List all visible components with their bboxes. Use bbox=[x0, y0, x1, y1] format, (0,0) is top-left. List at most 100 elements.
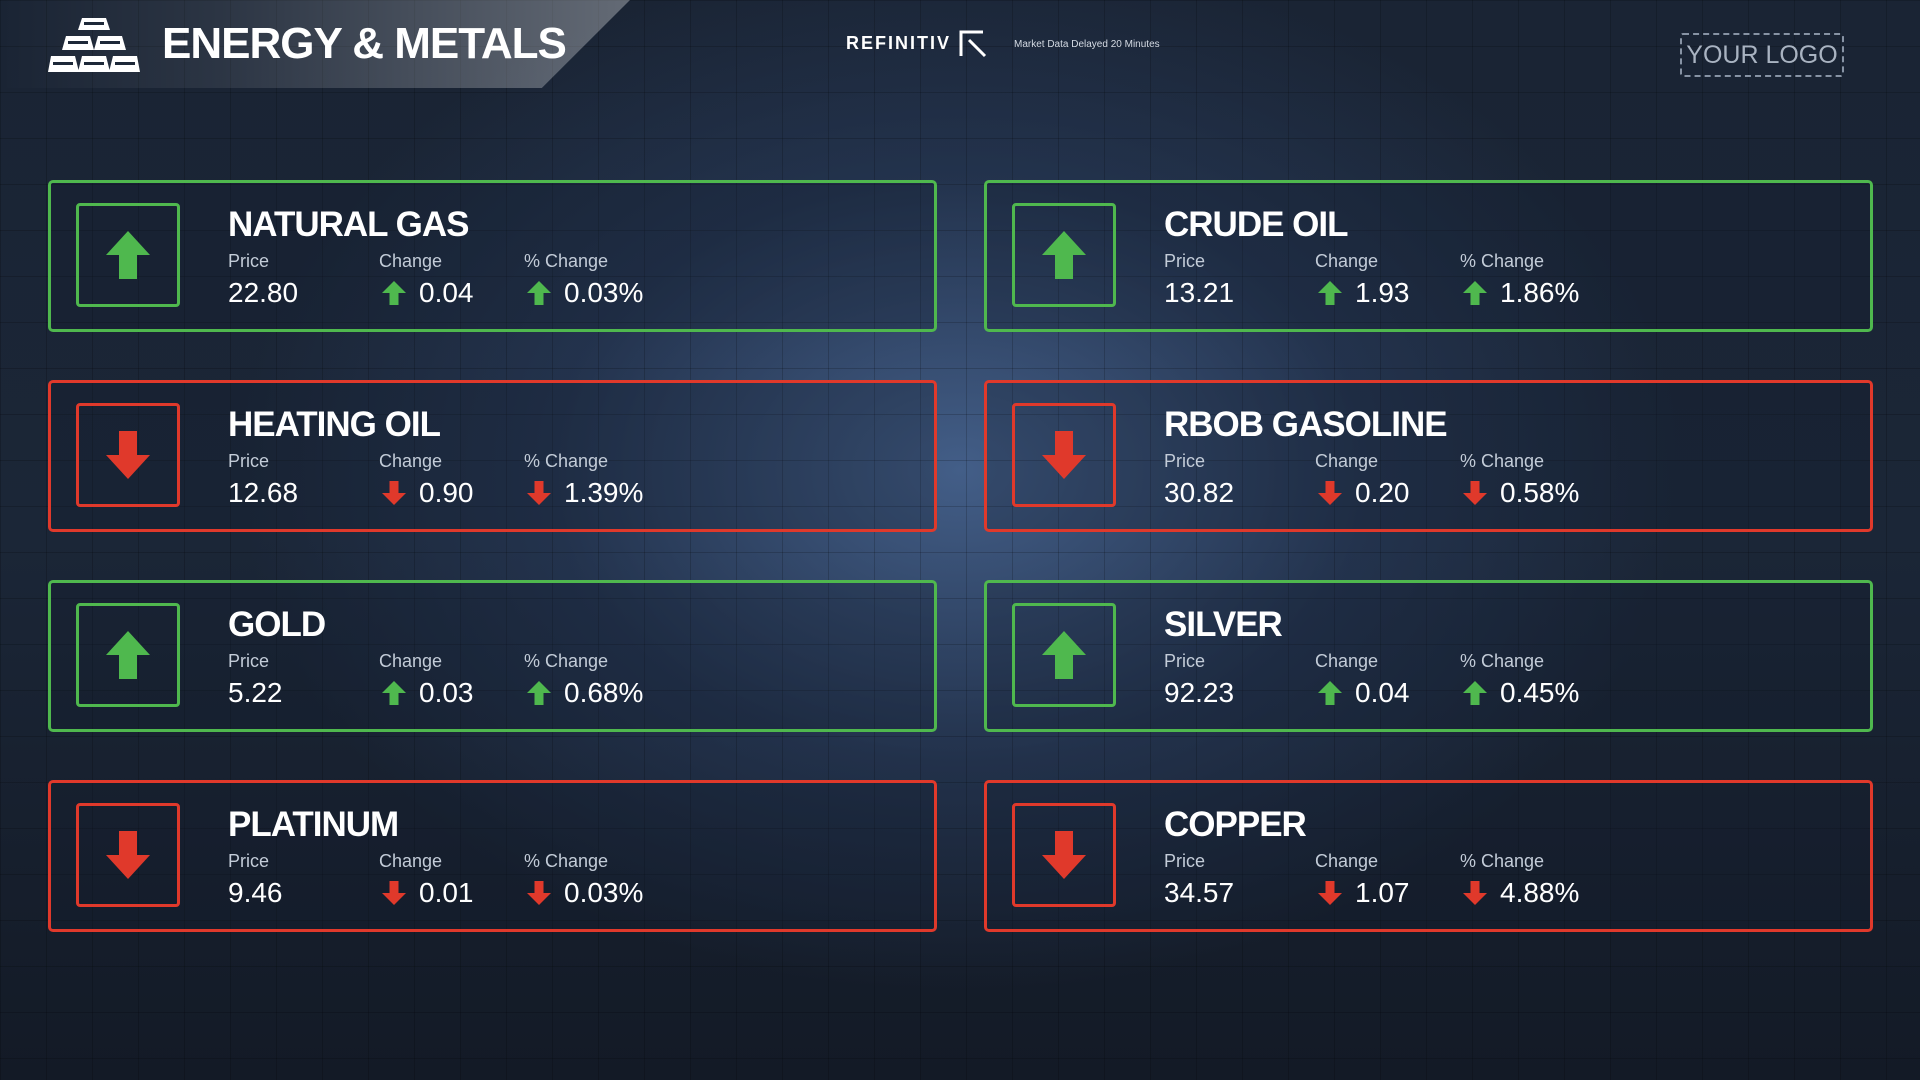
commodity-name: CRUDE OIL bbox=[1164, 205, 1348, 244]
percent-change-label: % Change bbox=[524, 651, 609, 671]
change-arrow-up-icon bbox=[1318, 281, 1342, 305]
arrow-up-icon bbox=[106, 631, 150, 679]
percent-change-arrow-up-icon bbox=[1463, 281, 1487, 305]
change-label: Change bbox=[379, 251, 443, 271]
percent-change-label: % Change bbox=[524, 851, 609, 871]
commodity-card: CRUDE OIL Price 13.21 Change 1.93 % Chan… bbox=[984, 180, 1873, 332]
commodity-name: SILVER bbox=[1164, 605, 1283, 644]
change-label: Change bbox=[379, 451, 443, 471]
change-metric: Change 0.20 bbox=[1315, 450, 1410, 512]
price-label: Price bbox=[228, 851, 270, 871]
commodity-name: PLATINUM bbox=[228, 805, 399, 844]
refinitiv-logo-icon bbox=[959, 30, 987, 58]
change-value: 0.04 bbox=[419, 277, 474, 308]
percent-change-label: % Change bbox=[524, 451, 609, 471]
percent-change-arrow-down-icon bbox=[527, 481, 551, 505]
change-metric: Change 1.07 bbox=[1315, 850, 1410, 912]
change-value: 1.07 bbox=[1355, 877, 1410, 908]
change-metric: Change 0.90 bbox=[379, 450, 474, 512]
change-metric: Change 0.04 bbox=[379, 250, 474, 312]
percent-change-value: 0.45% bbox=[1500, 677, 1580, 708]
change-metric: Change 0.04 bbox=[1315, 650, 1410, 712]
arrow-down-icon bbox=[1042, 831, 1086, 879]
percent-change-arrow-down-icon bbox=[1463, 881, 1487, 905]
percent-change-metric: % Change 0.03% bbox=[524, 850, 643, 912]
commodity-card: HEATING OIL Price 12.68 Change 0.90 % Ch… bbox=[48, 380, 937, 532]
trend-indicator bbox=[1012, 603, 1116, 707]
arrow-up-icon bbox=[1042, 631, 1086, 679]
change-arrow-down-icon bbox=[1318, 481, 1342, 505]
percent-change-arrow-up-icon bbox=[527, 281, 551, 305]
percent-change-label: % Change bbox=[1460, 651, 1545, 671]
commodity-name: GOLD bbox=[228, 605, 326, 644]
percent-change-metric: % Change 1.39% bbox=[524, 450, 643, 512]
price-value: 12.68 bbox=[228, 477, 299, 508]
price-metric: Price 12.68 bbox=[228, 450, 298, 512]
data-delay-note: Market Data Delayed 20 Minutes bbox=[1014, 39, 1160, 50]
price-label: Price bbox=[228, 251, 270, 271]
change-metric: Change 1.93 bbox=[1315, 250, 1410, 312]
percent-change-value: 0.68% bbox=[564, 677, 644, 708]
commodity-card: SILVER Price 92.23 Change 0.04 % Change … bbox=[984, 580, 1873, 732]
price-metric: Price 30.82 bbox=[1164, 450, 1234, 512]
arrow-down-icon bbox=[106, 431, 150, 479]
change-value: 0.90 bbox=[419, 477, 474, 508]
price-value: 30.82 bbox=[1164, 477, 1235, 508]
percent-change-value: 0.03% bbox=[564, 877, 644, 908]
arrow-down-icon bbox=[1042, 431, 1086, 479]
commodity-card: NATURAL GAS Price 22.80 Change 0.04 % Ch… bbox=[48, 180, 937, 332]
logo-placeholder: YOUR LOGO bbox=[1680, 33, 1844, 77]
provider-name: REFINITIV bbox=[846, 32, 952, 53]
trend-indicator bbox=[76, 403, 180, 507]
commodity-name: HEATING OIL bbox=[228, 405, 441, 444]
percent-change-value: 4.88% bbox=[1500, 877, 1580, 908]
change-arrow-down-icon bbox=[382, 881, 406, 905]
price-value: 5.22 bbox=[228, 677, 283, 708]
percent-change-arrow-down-icon bbox=[527, 881, 551, 905]
percent-change-arrow-up-icon bbox=[1463, 681, 1487, 705]
percent-change-metric: % Change 1.86% bbox=[1460, 250, 1579, 312]
change-label: Change bbox=[1315, 251, 1379, 271]
percent-change-metric: % Change 0.45% bbox=[1460, 650, 1579, 712]
percent-change-metric: % Change 4.88% bbox=[1460, 850, 1579, 912]
percent-change-metric: % Change 0.58% bbox=[1460, 450, 1579, 512]
trend-indicator bbox=[76, 603, 180, 707]
price-value: 34.57 bbox=[1164, 877, 1235, 908]
price-label: Price bbox=[1164, 851, 1206, 871]
change-value: 0.04 bbox=[1355, 677, 1410, 708]
change-label: Change bbox=[379, 851, 443, 871]
price-metric: Price 13.21 bbox=[1164, 250, 1234, 312]
change-value: 0.20 bbox=[1355, 477, 1410, 508]
change-arrow-up-icon bbox=[382, 681, 406, 705]
change-value: 1.93 bbox=[1355, 277, 1410, 308]
price-label: Price bbox=[1164, 251, 1206, 271]
gold-bars-icon bbox=[48, 18, 140, 72]
trend-indicator bbox=[1012, 803, 1116, 907]
price-value: 9.46 bbox=[228, 877, 283, 908]
change-label: Change bbox=[1315, 651, 1379, 671]
provider-brand: REFINITIV bbox=[846, 28, 991, 58]
trend-indicator bbox=[76, 803, 180, 907]
change-metric: Change 0.01 bbox=[379, 850, 474, 912]
percent-change-arrow-up-icon bbox=[527, 681, 551, 705]
change-arrow-up-icon bbox=[382, 281, 406, 305]
price-value: 13.21 bbox=[1164, 277, 1235, 308]
percent-change-label: % Change bbox=[524, 251, 609, 271]
change-arrow-up-icon bbox=[1318, 681, 1342, 705]
change-label: Change bbox=[1315, 451, 1379, 471]
percent-change-label: % Change bbox=[1460, 451, 1545, 471]
commodity-card: RBOB GASOLINE Price 30.82 Change 0.20 % … bbox=[984, 380, 1873, 532]
arrow-up-icon bbox=[106, 231, 150, 279]
change-arrow-down-icon bbox=[1318, 881, 1342, 905]
percent-change-metric: % Change 0.68% bbox=[524, 650, 643, 712]
price-value: 92.23 bbox=[1164, 677, 1235, 708]
trend-indicator bbox=[1012, 403, 1116, 507]
change-value: 0.01 bbox=[419, 877, 474, 908]
percent-change-value: 0.03% bbox=[564, 277, 644, 308]
commodity-name: RBOB GASOLINE bbox=[1164, 405, 1448, 444]
price-metric: Price 5.22 bbox=[228, 650, 283, 712]
arrow-down-icon bbox=[106, 831, 150, 879]
change-metric: Change 0.03 bbox=[379, 650, 474, 712]
percent-change-label: % Change bbox=[1460, 251, 1545, 271]
change-label: Change bbox=[379, 651, 443, 671]
